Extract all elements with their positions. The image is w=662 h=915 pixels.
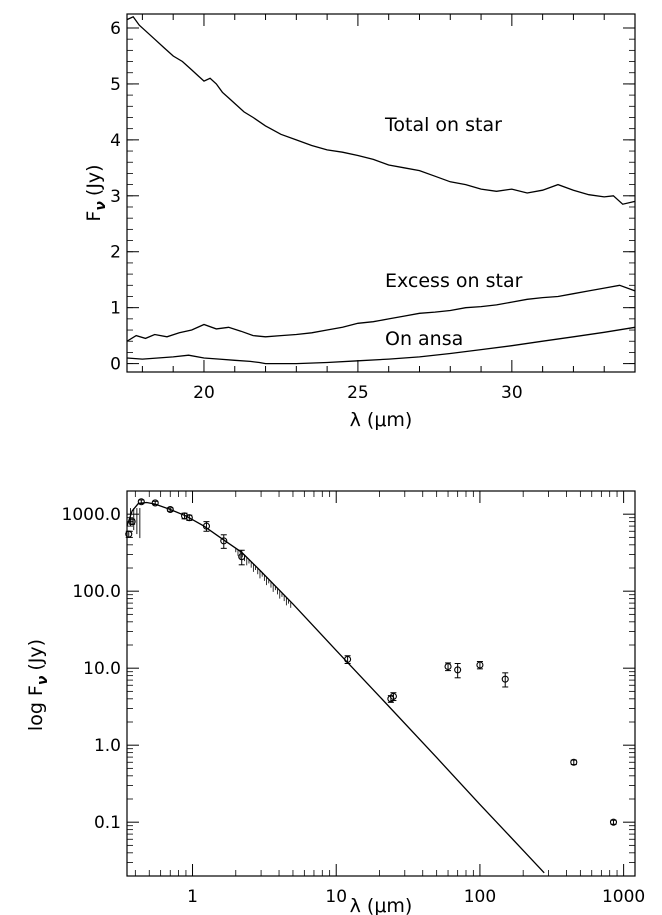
bottom-x-tick-label: 1: [187, 887, 198, 907]
data-point: [570, 758, 578, 766]
bottom-x-tick-label: 100: [464, 887, 496, 907]
top-y-tick-label: 1: [110, 299, 121, 319]
model-photosphere-curve: [126, 501, 545, 874]
top-x-tick-label: 25: [347, 383, 369, 403]
bottom-ylabel-main: log F: [25, 685, 47, 731]
data-point: [151, 499, 159, 507]
bottom-plot-frame: [126, 490, 636, 877]
total-on-star-line: [126, 15, 636, 205]
bottom-ticks: 1 10 100 1000 0.1 1.0 10.0 100.0 1000.0: [62, 490, 645, 907]
top-y-tick-label: 0: [110, 355, 121, 375]
bottom-y-tick-label: 0.1: [94, 813, 121, 833]
data-point: [220, 537, 228, 545]
top-x-axis-title: λ (μm): [350, 409, 413, 431]
top-series: [126, 15, 636, 365]
data-point: [125, 530, 133, 538]
data-point: [609, 818, 618, 826]
top-y-tick-label: 2: [110, 243, 121, 263]
data-point: [166, 505, 174, 514]
top-y-axis-title: Fν (Jy): [83, 164, 109, 221]
data-point: [128, 518, 136, 526]
bottom-panel: 1 10 100 1000 0.1 1.0 10.0 100.0 1000.0 λ (μm) l…: [25, 490, 645, 915]
svg-text:log Fν(Jy): log Fν (Jy): [25, 639, 51, 731]
bottom-ylabel-sub: ν: [35, 675, 51, 685]
top-x-tick-label: 20: [193, 383, 215, 403]
data-point: [344, 655, 352, 663]
top-ylabel-sub: ν: [93, 201, 109, 211]
svg-text:Fν(Jy): Fν (Jy): [83, 164, 109, 221]
bottom-y-tick-label: 1000.0: [62, 505, 121, 525]
bottom-x-axis-title: λ (μm): [350, 895, 413, 915]
top-y-tick-label: 4: [110, 131, 121, 151]
data-point: [444, 662, 452, 671]
excess-on-star-line: [126, 284, 636, 342]
top-ticks: 20 25 30 0 1 2 3 4 5 6: [110, 14, 636, 403]
data-point: [501, 675, 509, 683]
top-ylabel-main: F: [83, 211, 105, 222]
top-x-tick-label: 30: [501, 383, 523, 403]
bottom-x-tick-label: 1000: [602, 887, 645, 907]
data-point: [454, 666, 462, 674]
top-y-tick-label: 3: [110, 187, 121, 207]
annotation-excess-on-star: Excess on star: [385, 270, 523, 292]
data-point: [202, 522, 210, 530]
bottom-x-tick-label: 10: [325, 887, 347, 907]
data-point: [137, 498, 145, 506]
bottom-y-tick-label: 1.0: [94, 736, 121, 756]
bottom-y-tick-label: 100.0: [72, 582, 121, 602]
data-point: [476, 661, 484, 669]
bottom-ylabel-unit: (Jy): [25, 639, 47, 671]
top-y-tick-label: 5: [110, 75, 121, 95]
top-y-tick-label: 6: [110, 19, 121, 39]
annotation-total-on-star: Total on star: [384, 114, 502, 136]
data-point: [238, 553, 246, 561]
top-ylabel-unit: (Jy): [83, 164, 105, 196]
on-ansa-line: [126, 326, 636, 365]
data-point: [387, 695, 395, 703]
data-point: [180, 512, 189, 520]
bottom-y-axis-title: log Fν (Jy): [25, 639, 51, 731]
top-panel: 20 25 30 0 1 2 3 4 5 6 Total on star Excess on st…: [83, 13, 636, 431]
bottom-y-tick-label: 10.0: [83, 659, 121, 679]
top-plot-frame: [126, 13, 636, 373]
annotation-on-ansa: On ansa: [385, 328, 463, 350]
data-point: [185, 514, 193, 522]
bottom-series: [125, 498, 618, 874]
